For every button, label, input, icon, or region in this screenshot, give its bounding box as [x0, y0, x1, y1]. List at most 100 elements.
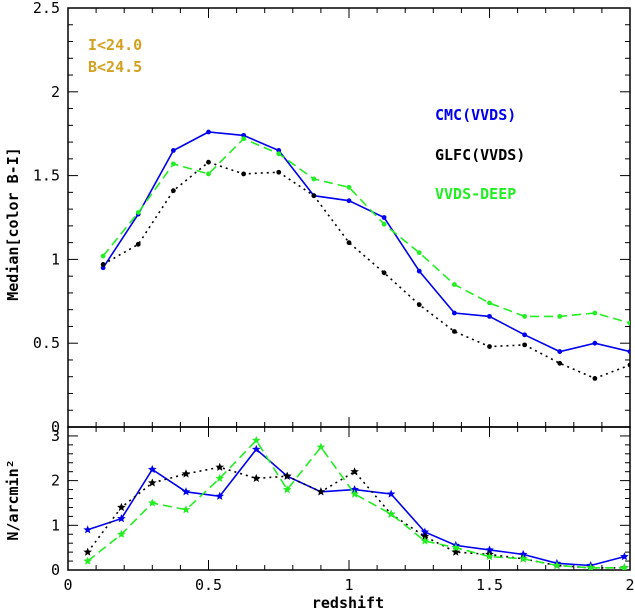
top-series-point [100, 265, 106, 271]
top-series-point [627, 362, 630, 368]
bottom-y-tick-label: 0 [51, 561, 60, 579]
top-panel: 0 0.5 1 1.5 2 2.5 [33, 0, 631, 436]
magnitude-cut-b: B<24.5 [88, 58, 142, 76]
top-series-point [100, 253, 106, 259]
top-series-point [451, 282, 457, 287]
bottom-series-point [316, 487, 326, 496]
top-plot-frame [67, 7, 631, 428]
bottom-series-point [451, 547, 461, 556]
bottom-series-point [83, 525, 92, 534]
bottom-series-point [252, 444, 261, 453]
top-series-point [170, 161, 176, 167]
top-series-point [592, 310, 598, 316]
x-tick-label: 0.5 [195, 576, 222, 594]
bottom-series-point [350, 489, 359, 498]
top-series-point [206, 159, 211, 165]
top-y-tick-label: 0 [51, 418, 60, 436]
legend-entry-cmc: CMC(VVDS) [435, 106, 516, 124]
bottom-series-point [586, 563, 595, 570]
bottom-series-point [485, 552, 494, 561]
x-axis-label: redshift [312, 594, 384, 611]
legend-entry-glfc: GLFC(VVDS) [435, 146, 525, 164]
bottom-y-tick-label: 1 [51, 516, 60, 534]
bottom-series-point [117, 514, 126, 523]
bottom-series-point [215, 491, 224, 500]
top-series-point [100, 262, 106, 267]
top-series-point [346, 184, 352, 190]
bottom-series-point [552, 561, 562, 570]
bottom-series-point [518, 549, 528, 558]
top-series-point [311, 176, 317, 182]
bottom-series-point [620, 563, 629, 570]
bottom-series-point [117, 529, 126, 538]
top-series-point [487, 313, 492, 319]
bottom-y-tick-label: 3 [51, 427, 60, 445]
top-series-line-2 [102, 137, 630, 324]
top-series-point [170, 148, 176, 153]
bottom-series-point [350, 485, 359, 494]
bottom-series-point [420, 527, 430, 536]
bottom-series-point [83, 556, 92, 565]
bottom-series-point [420, 532, 430, 541]
top-series-point [451, 329, 457, 334]
magnitude-cut-i: I<24.0 [88, 36, 142, 54]
top-series-point [346, 240, 352, 246]
top-series-point [311, 193, 317, 199]
x-tick-label: 0 [63, 576, 72, 594]
bottom-series-point [148, 465, 157, 474]
bottom-series-point [83, 547, 92, 556]
top-series-point [557, 360, 563, 366]
x-tick-label: 1 [344, 576, 353, 594]
top-series-point [241, 132, 247, 138]
bottom-series-point [386, 489, 396, 498]
bottom-series-point [148, 478, 157, 487]
bottom-y-tick-label: 2 [51, 472, 60, 490]
bottom-series-point [620, 552, 629, 561]
top-series-point [592, 340, 598, 346]
top-series-point [522, 332, 528, 338]
bottom-series-point [181, 487, 191, 496]
legend-entry-vvds-deep: VVDS-DEEP [435, 185, 516, 203]
top-series-point [276, 151, 282, 157]
top-series-point [381, 270, 387, 276]
top-series-point [241, 171, 247, 177]
bottom-series-point [316, 442, 326, 451]
bottom-series-point [420, 536, 430, 545]
bottom-series-point [386, 509, 396, 518]
top-series-point [557, 313, 563, 319]
bottom-series-point [148, 498, 157, 507]
top-y-tick-label: 2 [51, 83, 60, 101]
top-series-point [451, 310, 457, 316]
top-series-point [487, 344, 492, 349]
bottom-series-point [252, 473, 261, 482]
bottom-series-point [181, 505, 191, 514]
top-series-point [276, 169, 282, 175]
top-series-point [522, 342, 528, 348]
top-series-point [206, 171, 211, 177]
top-series-point [416, 302, 422, 308]
bottom-series-point [451, 543, 461, 552]
x-tick-label: 2 [625, 576, 634, 594]
top-series-point [627, 349, 630, 354]
top-series-point [135, 241, 141, 247]
top-series-point [381, 215, 387, 220]
top-series-point [170, 188, 176, 194]
top-y-tick-label: 1.5 [33, 167, 60, 185]
bottom-series-point [485, 545, 494, 554]
x-tick-label: 1.5 [476, 576, 503, 594]
bottom-series-point [282, 471, 292, 480]
bottom-series-point [181, 469, 191, 478]
bottom-series-point [252, 435, 261, 444]
top-series-point [416, 268, 422, 274]
top-series-point [206, 129, 211, 135]
top-series-point [276, 148, 282, 153]
bottom-y-axis-label: N/arcmin² [4, 459, 22, 540]
top-series-point [522, 313, 528, 319]
top-series-point [416, 250, 422, 256]
top-series-point [135, 210, 141, 215]
bottom-panel: 0 0.5 1 1.5 2 0 1 2 3 [51, 426, 635, 594]
top-y-axis-label: Median[color B-I] [4, 147, 22, 301]
top-series-point [346, 198, 352, 204]
top-series-line-1 [102, 161, 630, 380]
